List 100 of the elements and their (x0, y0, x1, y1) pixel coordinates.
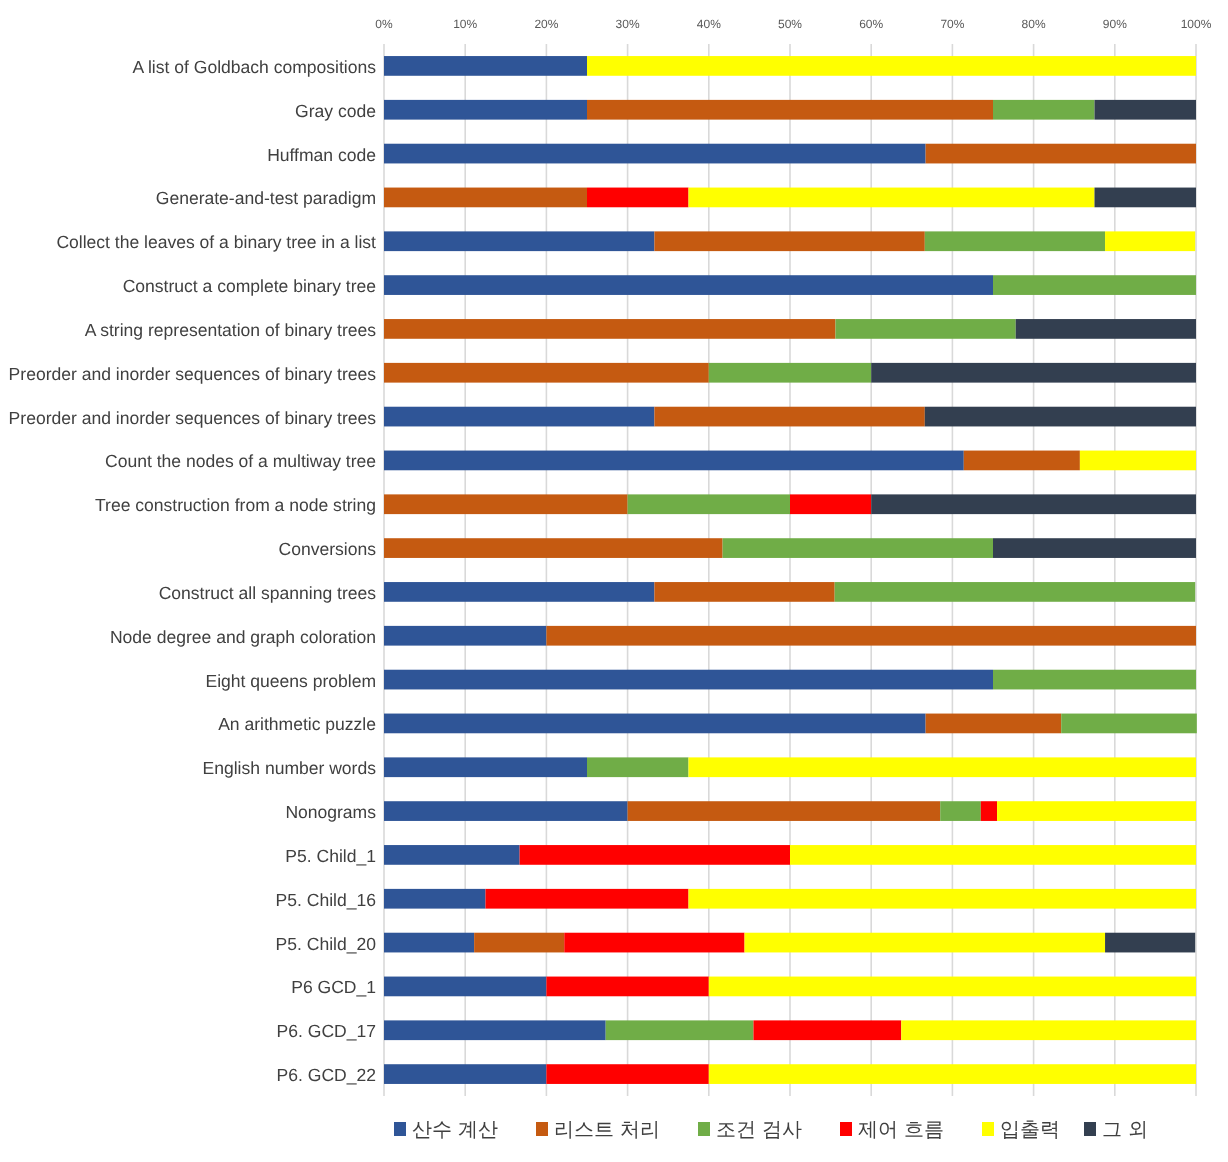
bar (384, 976, 547, 997)
y-tick-label: Collect the leaves of a binary tree in a list (56, 232, 378, 253)
bar (519, 845, 790, 865)
bar (708, 362, 872, 383)
bar (546, 1064, 709, 1084)
y-tick-label: A string representation of binary trees (84, 319, 378, 340)
bar (384, 582, 655, 602)
bar (940, 801, 981, 821)
legend-label: 산수 계산 (412, 1120, 498, 1142)
bar (384, 362, 709, 383)
bar (384, 845, 520, 865)
bar (925, 713, 1062, 734)
bar (688, 888, 1196, 909)
y-tick-label: Generate-and-test paradigm (155, 188, 376, 209)
y-tick-label: Tree construction from a node string (95, 495, 377, 516)
bar (384, 143, 926, 164)
bar (790, 845, 1196, 865)
bar (1105, 932, 1196, 953)
bar (627, 801, 941, 821)
bar (753, 1020, 902, 1041)
bar (654, 406, 925, 427)
bar (384, 319, 836, 339)
legend-label: 조건 검사 (716, 1120, 802, 1142)
bar (925, 143, 1196, 164)
bar (963, 450, 1080, 471)
bar (993, 669, 1196, 690)
bar (384, 450, 964, 471)
y-tick-label: Nonograms (285, 802, 378, 823)
bar (384, 713, 926, 734)
bar (384, 1064, 547, 1084)
bar (1061, 713, 1197, 734)
y-tick-label: Preorder and inorder sequences of binary trees (8, 407, 378, 428)
y-tick-label: Huffman code (267, 144, 377, 165)
bar (587, 757, 689, 778)
y-tick-label: P5. Child_1 (285, 845, 377, 866)
bar (1105, 231, 1196, 252)
bar (654, 582, 835, 602)
y-tick-label: A list of Goldbach compositions (132, 56, 378, 77)
y-tick-label: Construct a complete binary tree (122, 276, 377, 297)
bar (708, 1064, 1196, 1084)
y-tick-label: P6. GCD_17 (276, 1021, 377, 1042)
bar (924, 406, 1196, 427)
y-tick-label: P6. GCD_22 (276, 1065, 377, 1086)
bar (722, 538, 993, 558)
bar (587, 99, 993, 120)
bar (688, 187, 1095, 208)
bar (546, 625, 1196, 646)
bar (587, 56, 1196, 76)
bar (384, 56, 587, 76)
bar (871, 362, 1196, 383)
bar (474, 932, 565, 953)
bar (654, 231, 925, 252)
y-tick-label: Preorder and inorder sequences of binary trees (8, 363, 378, 384)
bar (708, 976, 1196, 997)
bar (688, 757, 1196, 778)
bar (605, 1020, 754, 1041)
bar (384, 406, 655, 427)
bar (384, 1020, 606, 1041)
y-tick-label: Conversions (278, 539, 378, 560)
bar (384, 757, 587, 778)
bar (871, 494, 1196, 515)
bar (744, 932, 1106, 953)
y-tick-label: P6 GCD_1 (291, 977, 377, 998)
bar (384, 625, 547, 646)
bar (627, 494, 790, 515)
bar (901, 1020, 1196, 1041)
bar (1094, 99, 1196, 120)
legend-label: 그 외 (1102, 1120, 1148, 1142)
y-tick-label: An arithmetic puzzle (218, 714, 377, 735)
bar (924, 231, 1106, 252)
bar (1015, 319, 1196, 339)
y-tick-label: Node degree and graph coloration (109, 626, 377, 647)
bar (384, 494, 628, 515)
bar (384, 99, 587, 120)
bar (384, 538, 723, 558)
y-tick-label: Count the nodes of a multiway tree (105, 451, 377, 472)
bar (384, 187, 587, 208)
bar (993, 275, 1196, 295)
y-tick-label: Gray code (295, 100, 377, 121)
bar (834, 582, 1196, 602)
bar (993, 99, 1095, 120)
y-tick-label: Eight queens problem (205, 670, 376, 691)
y-tick-label: P5. Child_16 (275, 889, 377, 910)
bar (790, 494, 872, 515)
legend-label: 제어 흐름 (858, 1120, 944, 1142)
bar (835, 319, 1016, 339)
legend-label: 입출력 (1000, 1120, 1060, 1142)
y-tick-label: Construct all spanning trees (158, 582, 378, 603)
bar (485, 888, 689, 909)
bar (587, 187, 689, 208)
legend-label: 리스트 처리 (554, 1120, 660, 1142)
bar (997, 801, 1196, 821)
y-tick-label: English number words (202, 758, 378, 779)
bar (564, 932, 745, 953)
bar (993, 538, 1196, 558)
bar (1079, 450, 1196, 471)
bar (1094, 187, 1196, 208)
bar (384, 231, 655, 252)
bar (384, 275, 993, 295)
bar (384, 669, 993, 690)
